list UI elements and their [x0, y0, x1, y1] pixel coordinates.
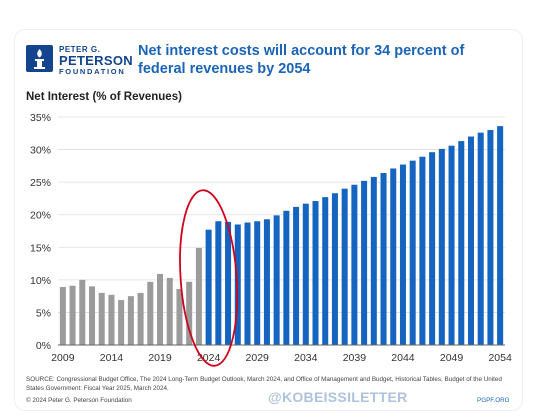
- x-tick-label: 2029: [246, 352, 270, 364]
- x-tick-label: 2054: [488, 352, 512, 364]
- y-tick-label: 30%: [30, 145, 51, 157]
- bar-2034: [302, 203, 309, 345]
- x-tick-label: 2014: [100, 352, 124, 364]
- site-link[interactable]: PGPF.ORG: [477, 397, 510, 404]
- bar-2042: [380, 173, 387, 345]
- y-tick-label: 0%: [36, 340, 51, 352]
- bar-2054: [497, 126, 504, 346]
- bar-2037: [331, 193, 338, 345]
- bar-2053: [487, 130, 494, 345]
- foundation-logo: PETER G. PETERSON FOUNDATION: [26, 45, 133, 77]
- bar-2038: [341, 188, 348, 345]
- bar-2023: [195, 247, 202, 345]
- bar-2043: [390, 168, 397, 345]
- bar-2041: [370, 176, 377, 345]
- bar-2025: [215, 221, 222, 345]
- bar-2021: [176, 288, 183, 345]
- bar-2024: [205, 229, 212, 345]
- bar-2026: [225, 221, 232, 345]
- bar-2011: [79, 279, 86, 345]
- bar-2044: [399, 164, 406, 345]
- x-tick-label: 2009: [51, 352, 75, 364]
- bar-2030: [263, 219, 270, 345]
- bar-2031: [273, 215, 280, 345]
- logo-text-line3: FOUNDATION: [59, 67, 126, 76]
- x-tick-label: 2019: [148, 352, 172, 364]
- y-tick-label: 20%: [30, 210, 51, 222]
- bar-2029: [254, 221, 261, 345]
- chart-title: Net interest costs will account for 34 p…: [138, 43, 465, 77]
- bar-2014: [108, 294, 115, 345]
- y-tick-label: 15%: [30, 242, 51, 254]
- copyright: © 2024 Peter G. Peterson Foundation: [26, 397, 132, 404]
- bar-2016: [127, 296, 134, 345]
- x-tick-label: 2039: [343, 352, 367, 364]
- bar-2019: [157, 273, 164, 345]
- y-axis-label: Net Interest (% of Revenues): [26, 91, 182, 103]
- bar-2022: [186, 281, 193, 345]
- bar-2050: [458, 141, 465, 345]
- bar-2049: [448, 145, 455, 345]
- x-tick-label: 2034: [294, 352, 318, 364]
- bar-2046: [419, 156, 426, 345]
- bar-2032: [283, 210, 290, 345]
- logo-text-line2: PETERSON: [59, 53, 133, 68]
- bar-2039: [351, 184, 358, 345]
- y-tick-label: 10%: [30, 275, 51, 287]
- logo-text-line1: PETER G.: [59, 45, 101, 54]
- bar-2015: [118, 300, 125, 345]
- y-tick-label: 35%: [30, 112, 51, 124]
- bar-2028: [244, 222, 251, 345]
- bar-2012: [88, 286, 96, 345]
- y-tick-label: 5%: [36, 307, 51, 319]
- bar-2010: [69, 285, 76, 345]
- bar-2020: [166, 277, 173, 345]
- watermark: @KOBEISSILETTER: [268, 389, 408, 405]
- x-tick-label: 2024: [197, 352, 221, 364]
- bar-2047: [429, 152, 436, 345]
- bar-2036: [322, 197, 329, 345]
- bar-2040: [361, 180, 368, 345]
- bar-2035: [312, 201, 319, 345]
- bar-2017: [137, 292, 144, 345]
- x-tick-label: 2049: [440, 352, 464, 364]
- logo-torch-icon: [26, 45, 53, 72]
- bar-2045: [409, 160, 416, 345]
- x-tick-label: 2044: [391, 352, 415, 364]
- bar-2052: [477, 132, 484, 345]
- bar-2048: [438, 148, 445, 345]
- highlight-circle: [179, 189, 239, 367]
- bar-2051: [467, 136, 475, 345]
- bar-2033: [293, 206, 300, 345]
- y-tick-label: 25%: [30, 177, 51, 189]
- bar-2009: [59, 287, 66, 345]
- source-note: SOURCE: Congressional Budget Office, The…: [26, 376, 502, 392]
- bar-2013: [98, 292, 105, 345]
- bar-2018: [147, 281, 154, 345]
